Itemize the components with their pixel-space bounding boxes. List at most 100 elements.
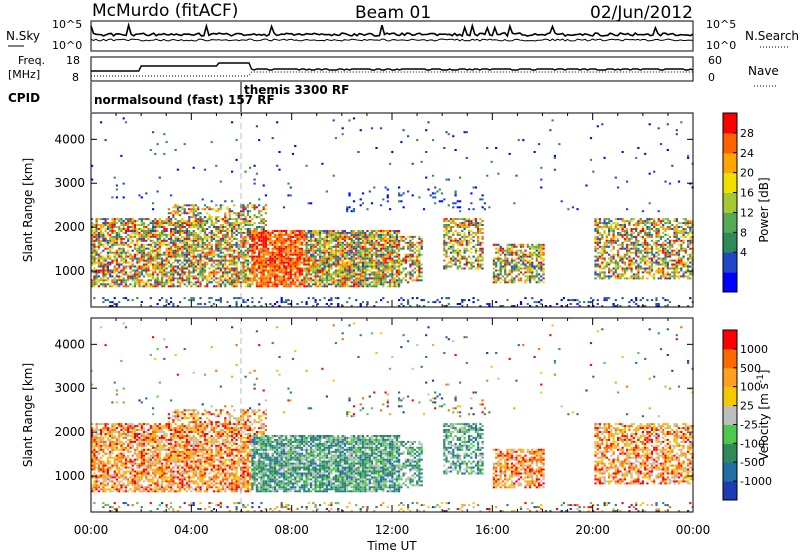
power-data-cell [364, 241, 367, 244]
power-data-cell [515, 249, 518, 252]
power-data-cell [321, 230, 324, 232]
power-data-cell [269, 271, 272, 274]
power-data-cell [161, 231, 164, 234]
power-data-cell [142, 283, 146, 286]
power-data-cell [305, 249, 308, 252]
power-data-cell [142, 281, 146, 284]
power-data-cell [312, 251, 315, 254]
power-data-cell [316, 269, 319, 272]
power-data-cell [605, 275, 608, 278]
power-data-cell [111, 259, 114, 262]
power-data-cell [190, 216, 193, 219]
power-data-cell [228, 283, 231, 286]
power-data-cell [181, 239, 184, 242]
power-data-cell [422, 305, 426, 307]
power-data-cell [253, 228, 256, 230]
power-data-cell [334, 237, 337, 240]
power-data-cell [343, 253, 346, 256]
power-data-cell [296, 249, 299, 252]
power-data-cell [352, 255, 356, 258]
power-data-cell [228, 281, 231, 284]
power-data-cell [341, 277, 344, 280]
power-data-cell [368, 265, 371, 268]
power-data-cell [391, 151, 394, 153]
power-data-cell [612, 237, 615, 240]
power-data-cell [174, 249, 177, 252]
power-data-cell [535, 243, 538, 246]
power-data-cell [111, 196, 114, 199]
power-data-cell [163, 285, 166, 288]
power-data-cell [296, 241, 299, 244]
power-data-cell [589, 137, 593, 140]
power-data-cell [357, 233, 360, 236]
power-data-cell [319, 241, 322, 244]
power-data-cell [165, 235, 168, 238]
power-data-cell [237, 224, 240, 226]
power-data-cell [352, 263, 356, 266]
power-data-cell [185, 271, 188, 274]
power-data-cell [323, 279, 326, 282]
power-data-cell [359, 253, 362, 256]
power-data-cell [109, 255, 112, 258]
power-data-cell [538, 255, 541, 258]
power-data-cell [529, 259, 532, 262]
power-data-cell [610, 249, 613, 252]
power-data-cell [459, 210, 462, 213]
power-data-cell [346, 279, 349, 282]
power-data-cell [192, 271, 195, 274]
power-data-cell [115, 237, 118, 240]
power-data-cell [391, 275, 394, 278]
power-data-cell [334, 137, 337, 140]
power-data-cell [332, 251, 335, 254]
power-data-cell [140, 222, 143, 225]
power-data-cell [124, 257, 128, 260]
power-data-cell [359, 285, 362, 288]
power-data-cell [608, 245, 611, 248]
power-data-cell [237, 275, 240, 278]
power-data-cell [113, 237, 116, 240]
power-data-cell [120, 279, 123, 282]
power-data-cell [413, 247, 416, 250]
power-data-cell [264, 265, 267, 268]
power-data-cell [285, 271, 288, 274]
power-data-cell [199, 237, 202, 240]
power-data-cell [280, 239, 283, 242]
power-data-cell [601, 237, 604, 240]
power-data-cell [264, 212, 267, 215]
power-data-cell [113, 176, 116, 179]
power-data-cell [332, 233, 335, 236]
power-data-cell [472, 265, 475, 268]
power-data-cell [447, 237, 450, 240]
power-data-cell [140, 235, 143, 238]
power-data-cell [224, 267, 227, 270]
power-data-cell [461, 305, 464, 307]
power-data-cell [145, 263, 148, 266]
power-data-cell [343, 251, 346, 254]
power-data-cell [262, 273, 265, 276]
power-data-cell [212, 265, 216, 268]
power-data-cell [251, 239, 254, 242]
power-data-cell [124, 230, 128, 232]
power-data-cell [106, 247, 109, 250]
power-data-cell [258, 247, 261, 250]
power-data-cell [91, 269, 94, 272]
power-data-cell [253, 178, 256, 181]
power-data-cell [170, 275, 173, 278]
power-data-cell [217, 216, 220, 219]
power-data-cell [118, 285, 121, 288]
power-data-cell [452, 218, 455, 221]
power-data-cell [95, 253, 98, 256]
power-data-cell [154, 249, 157, 252]
power-data-cell [368, 273, 371, 276]
power-data-cell [393, 285, 396, 288]
power-data-cell [210, 237, 213, 240]
power-data-cell [253, 269, 256, 272]
power-data-cell [298, 237, 301, 240]
power-data-cell [393, 261, 396, 264]
power-data-cell [91, 239, 94, 242]
power-data-cell [305, 257, 308, 260]
power-data-cell [179, 301, 182, 304]
power-data-cell [456, 259, 459, 262]
power-data-cell [282, 261, 286, 264]
power-data-cell [459, 200, 462, 203]
